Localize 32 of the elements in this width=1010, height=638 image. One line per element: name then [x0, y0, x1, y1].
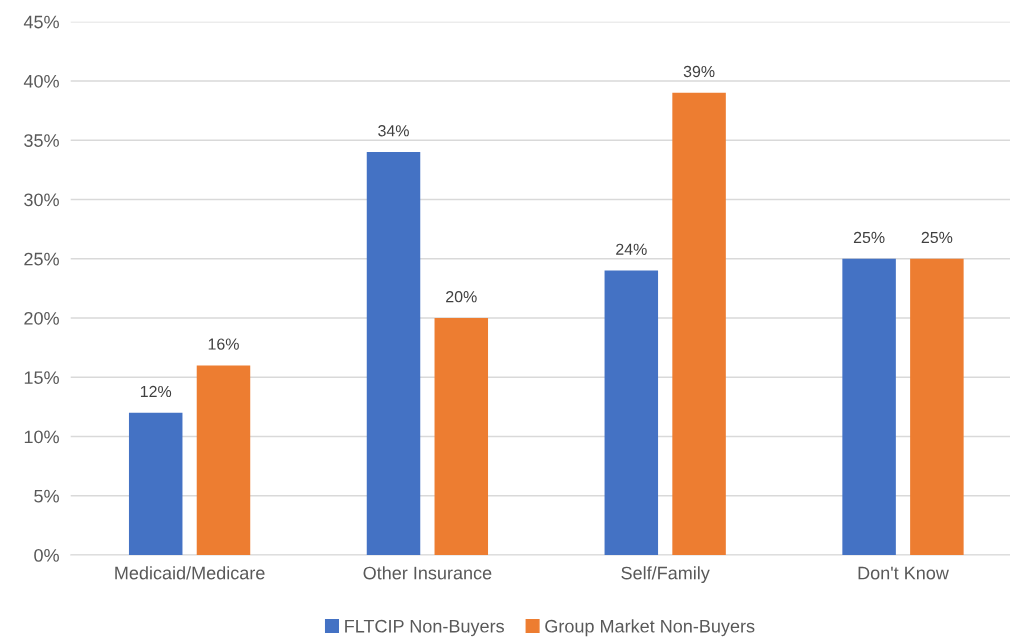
y-tick-label: 30% [24, 193, 59, 207]
x-tick-label: Self/Family [621, 566, 710, 583]
bar [434, 318, 489, 556]
y-tick-label: 40% [23, 74, 59, 88]
y-tick-label: 20% [24, 311, 59, 325]
bar [366, 152, 421, 556]
data-label: 24% [616, 243, 647, 255]
data-label: 20% [446, 291, 477, 303]
data-label: 12% [140, 385, 172, 398]
bar [604, 270, 659, 556]
bar [842, 258, 896, 556]
y-tick-label: 45% [23, 15, 59, 29]
y-tick-label: 25% [24, 252, 59, 266]
x-tick-label: Other Insurance [363, 566, 492, 580]
bar [196, 365, 251, 556]
data-label: 34% [378, 125, 409, 137]
data-label: 25% [853, 231, 885, 244]
y-tick-label: 5% [34, 489, 59, 503]
y-tick-label: 0% [34, 548, 59, 562]
legend-label: FLTCIP Non-Buyers [345, 619, 504, 637]
data-label: 16% [208, 338, 239, 350]
bar [910, 258, 964, 556]
data-label: 25% [921, 231, 953, 244]
bar [128, 412, 183, 556]
data-label: 39% [683, 65, 715, 78]
y-tick-label: 15% [24, 371, 59, 384]
x-tick-label: Medicaid/Medicare [115, 566, 265, 580]
bar [672, 92, 726, 556]
y-tick-label: 10% [24, 430, 59, 444]
legend-label: Group Market Non-Buyers [545, 619, 755, 637]
x-tick-label: Don't Know [858, 566, 949, 580]
y-tick-label: 35% [24, 134, 59, 147]
